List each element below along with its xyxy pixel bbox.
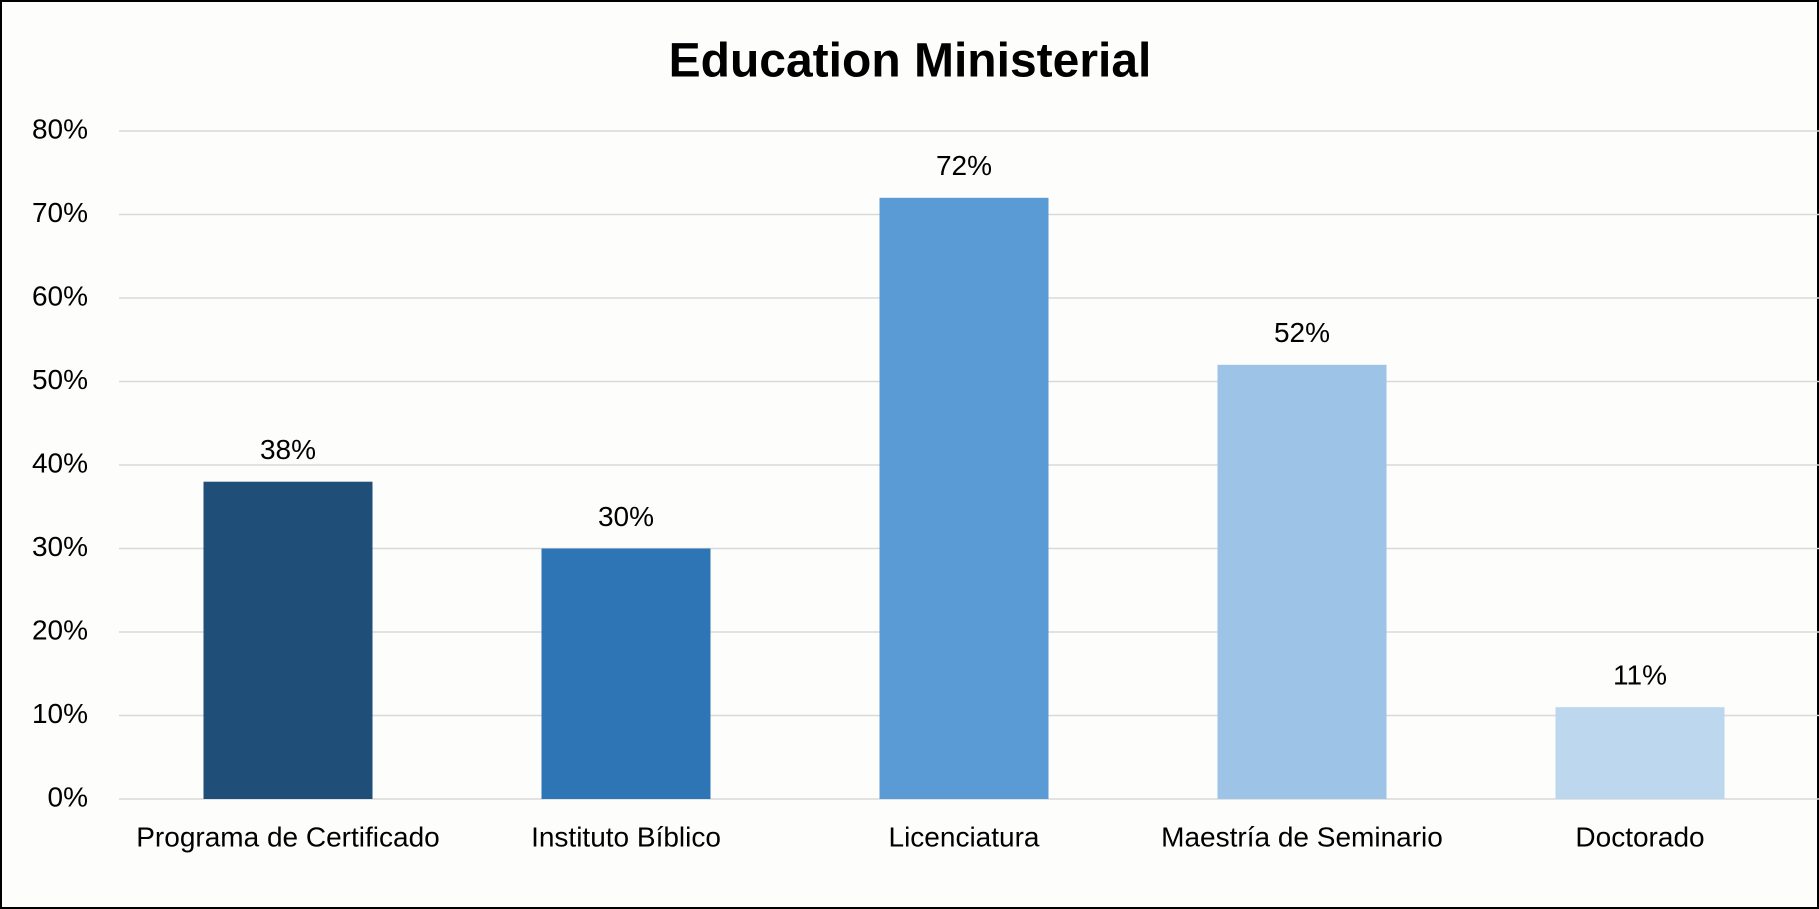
y-tick-label: 50% bbox=[32, 364, 88, 395]
y-tick-label: 40% bbox=[32, 447, 88, 478]
x-tick-label: Doctorado bbox=[1575, 821, 1704, 852]
y-tick-label: 30% bbox=[32, 531, 88, 562]
bar bbox=[541, 548, 711, 799]
y-tick-label: 20% bbox=[32, 614, 88, 645]
data-label: 52% bbox=[1274, 317, 1330, 348]
x-tick-label: Maestría de Seminario bbox=[1161, 821, 1443, 852]
y-tick-label: 60% bbox=[32, 280, 88, 311]
y-tick-label: 0% bbox=[48, 781, 88, 812]
chart-title: Education Ministerial bbox=[669, 35, 1152, 88]
y-tick-label: 80% bbox=[32, 113, 88, 144]
data-label: 11% bbox=[1613, 660, 1667, 691]
data-label: 72% bbox=[936, 150, 992, 181]
bar bbox=[879, 197, 1049, 800]
x-tick-label: Instituto Bíblico bbox=[531, 821, 721, 852]
x-tick-label: Licenciatura bbox=[889, 821, 1040, 852]
bar bbox=[1555, 707, 1725, 799]
data-label: 30% bbox=[598, 501, 654, 532]
y-tick-label: 70% bbox=[32, 197, 88, 228]
bar bbox=[1217, 364, 1387, 799]
y-tick-label: 10% bbox=[32, 698, 88, 729]
data-label: 38% bbox=[260, 434, 316, 465]
x-tick-label: Programa de Certificado bbox=[136, 821, 439, 852]
bar bbox=[203, 481, 373, 799]
